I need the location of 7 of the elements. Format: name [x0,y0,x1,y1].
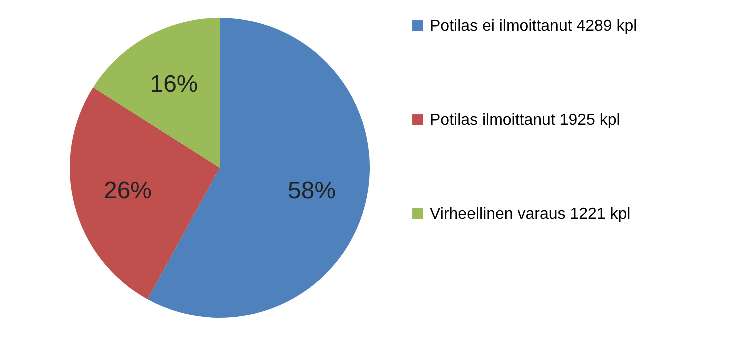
data-label: 58% [288,178,336,205]
legend-label: Potilas ei ilmoittanut 4289 kpl [430,18,638,35]
legend-label: Potilas ilmoittanut 1925 kpl [430,112,620,129]
legend-label: Virheellinen varaus 1221 kpl [430,206,631,223]
data-label: 16% [150,70,198,98]
pie-slice [93,18,220,168]
data-label: 26% [104,178,152,205]
